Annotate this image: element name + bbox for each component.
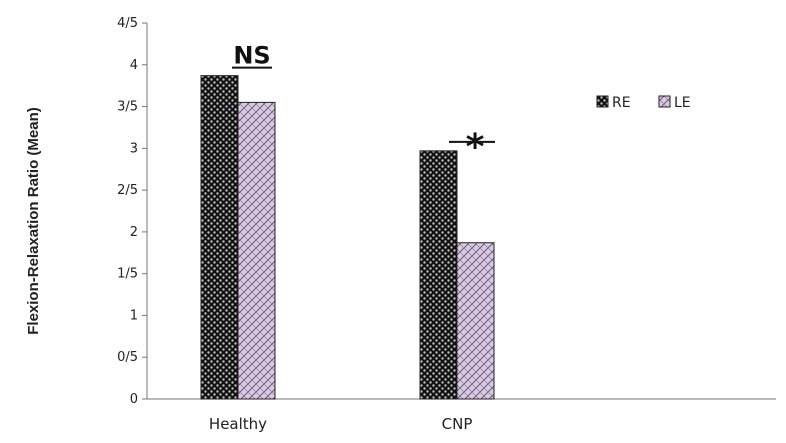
y-tick-label: 2/5 [117,183,138,198]
bar-le-healthy [237,101,276,400]
y-tick-label: 4/5 [117,16,138,31]
y-tick-label: 1/5 [117,267,138,282]
significance-annotation: NS [233,42,270,70]
x-tick-label: CNP [442,415,473,433]
legend-label-le: LE [674,95,691,111]
significance-annotation: * [466,127,485,168]
y-axis-label: Flexion-Relaxation Ratio (Mean) [25,107,42,335]
bar-re-cnp [419,150,458,400]
legend-label-re: RE [612,95,631,111]
y-tick-label: 2 [130,225,138,240]
y-tick-label: 0 [130,392,138,407]
legend-swatch-le [658,95,671,108]
y-tick-label: 3 [130,141,138,156]
bar-re-healthy [200,75,239,400]
annotations: NS * [232,42,495,168]
y-tick-label: 4 [130,58,138,73]
bars [200,75,495,400]
y-tick-label: 0/5 [117,350,138,365]
x-tick-label: Healthy [209,415,267,433]
x-tick-labels: Healthy CNP [209,415,472,433]
legend: RE LE [596,95,691,111]
y-ticks: 0 0/5 1 1/5 2 2/5 3 3/5 4 4/5 [117,16,147,407]
y-tick-label: 3/5 [117,100,138,115]
legend-swatch-re [596,95,609,108]
y-tick-label: 1 [130,308,138,323]
bar-le-cnp [456,242,495,400]
